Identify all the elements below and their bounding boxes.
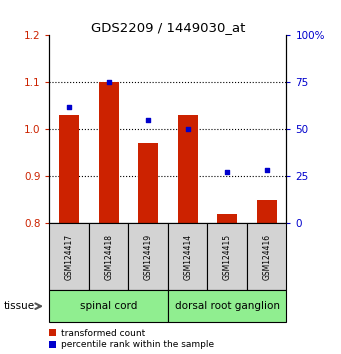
Point	[224, 170, 230, 175]
Bar	[217, 213, 237, 223]
Text: tissue: tissue	[3, 301, 34, 311]
Point	[66, 104, 72, 109]
Point	[146, 117, 151, 123]
Bar	[49, 223, 89, 290]
Text: dorsal root ganglion: dorsal root ganglion	[175, 301, 280, 311]
Bar	[138, 143, 158, 223]
Bar	[99, 82, 119, 223]
Point	[185, 126, 190, 132]
Bar	[89, 223, 129, 290]
Bar	[247, 223, 286, 290]
Bar	[168, 223, 207, 290]
Bar	[178, 115, 197, 223]
Text: GSM124416: GSM124416	[262, 234, 271, 280]
Text: GSM124415: GSM124415	[223, 234, 232, 280]
Bar	[129, 223, 168, 290]
Legend: transformed count, percentile rank within the sample: transformed count, percentile rank withi…	[49, 329, 214, 349]
Point	[264, 168, 269, 173]
Bar	[168, 290, 286, 322]
Title: GDS2209 / 1449030_at: GDS2209 / 1449030_at	[91, 21, 245, 34]
Text: GSM124419: GSM124419	[144, 234, 153, 280]
Bar	[59, 115, 79, 223]
Bar	[257, 200, 277, 223]
Bar	[207, 223, 247, 290]
Text: spinal cord: spinal cord	[80, 301, 137, 311]
Point	[106, 79, 112, 85]
Bar	[49, 290, 168, 322]
Text: GSM124417: GSM124417	[65, 234, 74, 280]
Text: GSM124418: GSM124418	[104, 234, 113, 280]
Text: GSM124414: GSM124414	[183, 234, 192, 280]
